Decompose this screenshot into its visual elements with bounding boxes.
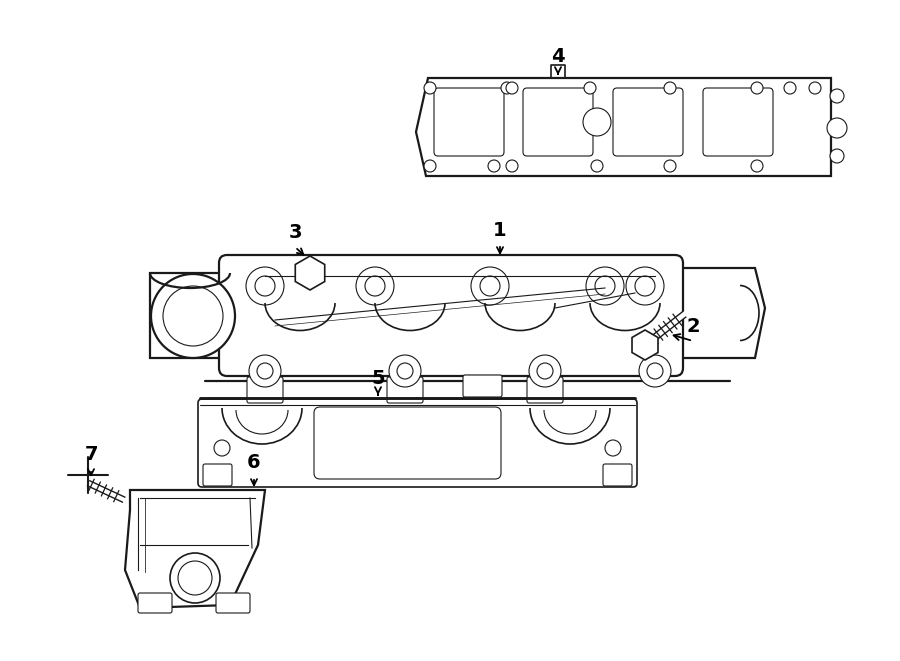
Circle shape [356, 267, 394, 305]
Polygon shape [675, 268, 765, 358]
Circle shape [664, 160, 676, 172]
Circle shape [246, 267, 284, 305]
Circle shape [163, 286, 223, 346]
FancyBboxPatch shape [434, 88, 504, 156]
Circle shape [830, 149, 844, 163]
FancyBboxPatch shape [703, 88, 773, 156]
Circle shape [178, 561, 212, 595]
Circle shape [647, 363, 663, 379]
FancyBboxPatch shape [527, 377, 563, 403]
Circle shape [214, 440, 230, 456]
Circle shape [626, 267, 664, 305]
Circle shape [827, 118, 847, 138]
FancyBboxPatch shape [247, 377, 283, 403]
Circle shape [480, 276, 500, 296]
Circle shape [488, 160, 500, 172]
FancyBboxPatch shape [463, 375, 502, 397]
Polygon shape [632, 330, 658, 360]
Text: 1: 1 [493, 221, 507, 239]
Circle shape [751, 82, 763, 94]
Circle shape [471, 267, 509, 305]
Circle shape [751, 160, 763, 172]
Circle shape [257, 363, 273, 379]
Circle shape [537, 363, 553, 379]
Circle shape [605, 440, 621, 456]
Circle shape [424, 160, 436, 172]
Circle shape [501, 82, 513, 94]
Polygon shape [295, 256, 325, 290]
Circle shape [397, 363, 413, 379]
Text: 5: 5 [371, 368, 385, 387]
Circle shape [365, 276, 385, 296]
FancyBboxPatch shape [216, 593, 250, 613]
Circle shape [301, 264, 319, 282]
Text: 4: 4 [551, 48, 565, 67]
Circle shape [784, 82, 796, 94]
Text: 2: 2 [686, 317, 700, 336]
Circle shape [583, 108, 611, 136]
Circle shape [424, 82, 436, 94]
Circle shape [586, 267, 624, 305]
Circle shape [584, 82, 596, 94]
Circle shape [389, 355, 421, 387]
Text: 7: 7 [85, 446, 98, 465]
Text: 6: 6 [248, 453, 261, 473]
FancyBboxPatch shape [219, 255, 683, 376]
FancyBboxPatch shape [613, 88, 683, 156]
FancyBboxPatch shape [314, 407, 501, 479]
Circle shape [830, 89, 844, 103]
Polygon shape [125, 490, 265, 608]
Circle shape [249, 355, 281, 387]
FancyBboxPatch shape [523, 88, 593, 156]
Circle shape [151, 274, 235, 358]
Circle shape [170, 553, 220, 603]
FancyBboxPatch shape [198, 399, 637, 487]
FancyBboxPatch shape [603, 464, 632, 486]
Text: 3: 3 [288, 223, 302, 243]
Circle shape [591, 160, 603, 172]
Circle shape [506, 160, 518, 172]
Circle shape [506, 82, 518, 94]
FancyBboxPatch shape [138, 593, 172, 613]
Circle shape [664, 82, 676, 94]
Circle shape [639, 355, 671, 387]
Circle shape [255, 276, 275, 296]
FancyBboxPatch shape [387, 377, 423, 403]
Circle shape [809, 82, 821, 94]
Polygon shape [150, 273, 230, 358]
FancyBboxPatch shape [203, 464, 232, 486]
Circle shape [595, 276, 615, 296]
Circle shape [529, 355, 561, 387]
Circle shape [635, 276, 655, 296]
Polygon shape [416, 78, 831, 176]
